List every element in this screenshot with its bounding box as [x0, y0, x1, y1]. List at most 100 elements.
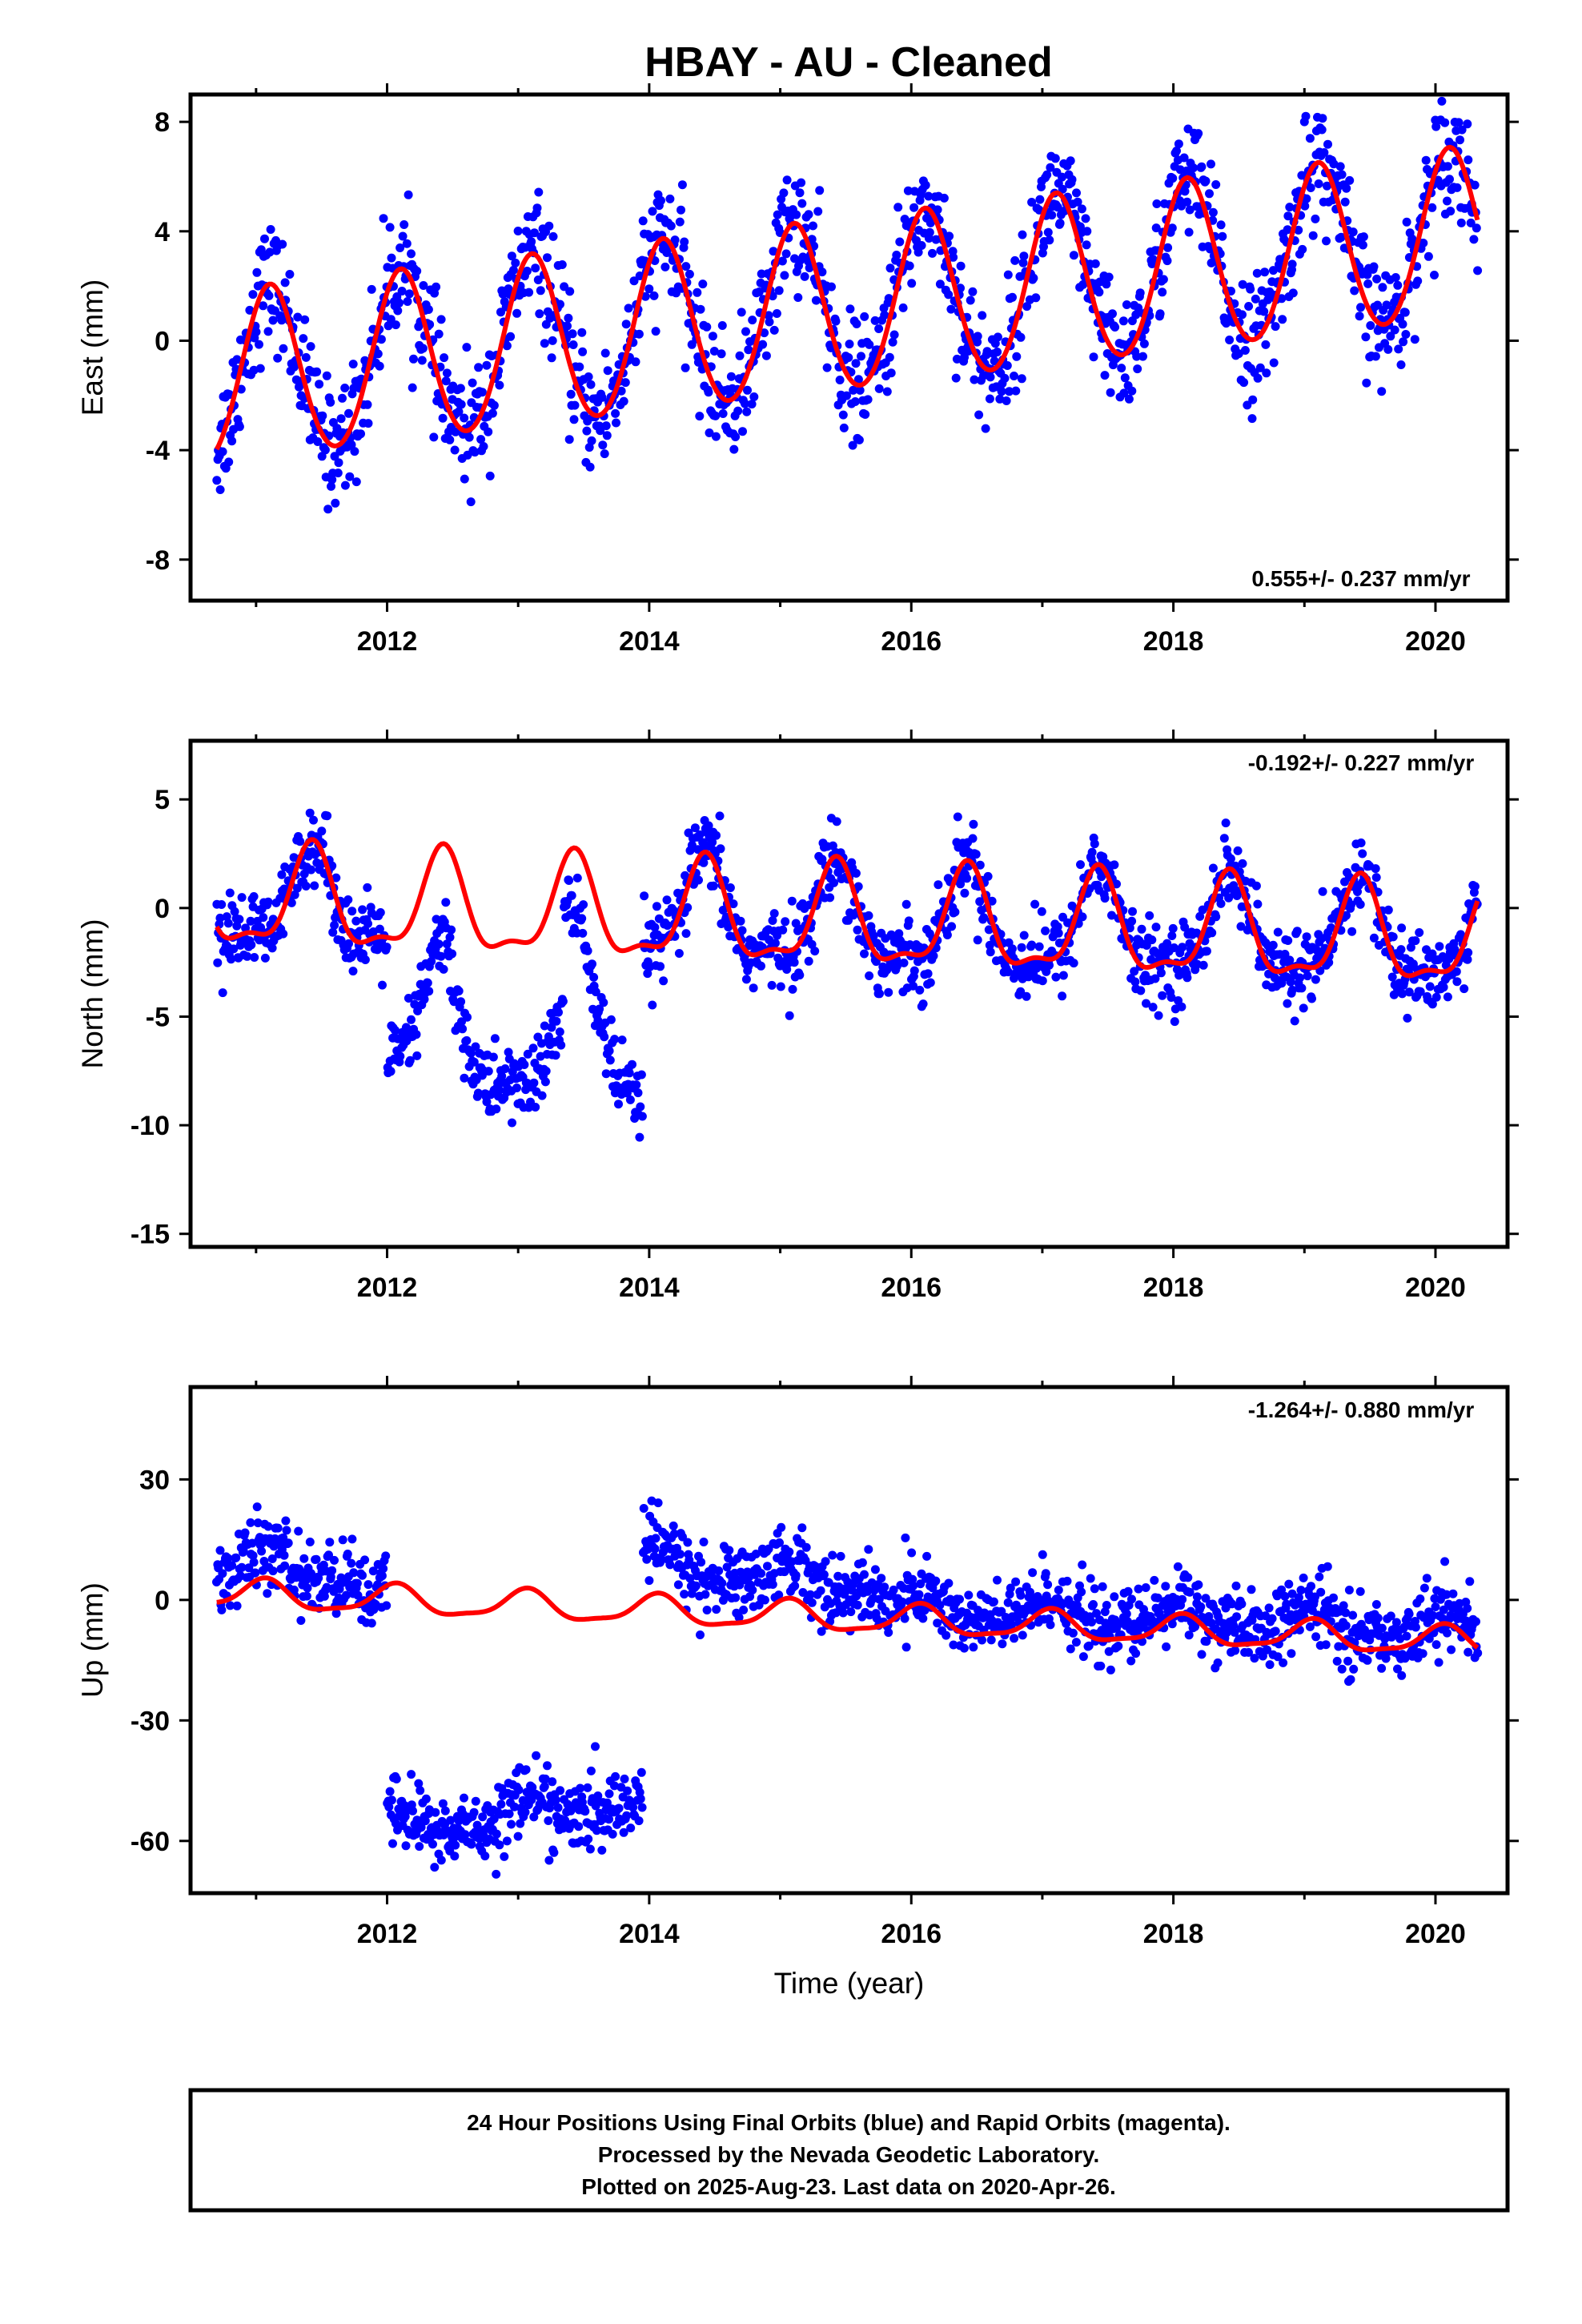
- data-point: [293, 312, 303, 322]
- data-point: [1299, 1003, 1308, 1013]
- data-point: [1258, 1651, 1267, 1661]
- data-point: [635, 271, 644, 280]
- data-point: [226, 1601, 235, 1610]
- data-point: [1348, 227, 1358, 237]
- data-point: [1191, 1622, 1200, 1631]
- data-point: [382, 943, 391, 952]
- data-point: [1391, 1618, 1401, 1627]
- data-point: [247, 940, 256, 950]
- data-point: [819, 1570, 829, 1579]
- data-point: [1130, 967, 1139, 976]
- data-point: [278, 239, 287, 249]
- data-point: [495, 1085, 504, 1095]
- data-point: [267, 943, 277, 953]
- data-point: [502, 341, 512, 351]
- data-point: [851, 869, 861, 878]
- data-point: [1391, 273, 1400, 282]
- data-point: [663, 921, 673, 931]
- data-point: [898, 303, 908, 312]
- data-point: [1238, 858, 1247, 868]
- data-point: [772, 309, 781, 318]
- data-point: [265, 247, 275, 257]
- data-point: [1250, 1654, 1259, 1663]
- data-point: [1464, 155, 1473, 165]
- footer-frame: [188, 2088, 1510, 2213]
- data-point: [344, 939, 353, 948]
- data-point: [580, 1807, 590, 1816]
- data-point: [1372, 274, 1382, 283]
- data-point: [777, 256, 787, 266]
- data-point: [1324, 958, 1334, 967]
- data-point: [695, 412, 705, 421]
- data-point: [280, 278, 290, 287]
- data-point: [340, 384, 350, 392]
- data-point: [1018, 1630, 1027, 1640]
- data-point: [331, 873, 341, 883]
- data-point: [574, 1822, 584, 1831]
- data-point: [612, 418, 620, 428]
- data-point: [801, 1542, 811, 1552]
- data-point: [1302, 932, 1311, 942]
- data-point: [488, 1052, 498, 1062]
- x-tick-label: 2016: [881, 1273, 942, 1303]
- data-point: [774, 286, 784, 296]
- data-point: [1346, 1675, 1355, 1684]
- y-tick-label: 0: [155, 894, 170, 924]
- data-point: [907, 279, 917, 288]
- data-point: [513, 227, 523, 235]
- data-point: [462, 343, 472, 352]
- data-point: [305, 808, 315, 818]
- data-point: [744, 345, 753, 355]
- data-point: [899, 958, 909, 967]
- data-point: [318, 411, 327, 420]
- data-point: [1283, 999, 1292, 1008]
- data-point: [1243, 400, 1252, 410]
- data-point: [310, 881, 319, 891]
- data-point: [1442, 1590, 1452, 1599]
- data-point: [482, 1097, 492, 1107]
- data-point: [1279, 1658, 1288, 1667]
- data-point: [454, 407, 464, 416]
- data-point: [793, 293, 803, 302]
- data-point: [255, 364, 265, 373]
- rate-annotation: 0.555+/- 0.237 mm/yr: [1251, 566, 1470, 591]
- data-point: [1167, 223, 1177, 233]
- data-point: [414, 1779, 424, 1788]
- data-point: [507, 251, 516, 261]
- data-point: [782, 175, 792, 185]
- data-point: [1339, 1601, 1348, 1610]
- data-point: [568, 340, 578, 349]
- data-point: [857, 352, 865, 361]
- data-point: [619, 396, 628, 406]
- data-point: [807, 1598, 817, 1607]
- data-point: [1340, 197, 1350, 207]
- data-point: [1010, 372, 1018, 380]
- data-point: [735, 1580, 745, 1590]
- data-point: [1443, 162, 1452, 171]
- data-point: [213, 958, 223, 967]
- data-point: [1003, 967, 1013, 977]
- data-point: [438, 413, 448, 423]
- data-point: [1440, 1557, 1450, 1566]
- data-point: [1041, 926, 1050, 935]
- data-point: [620, 378, 630, 388]
- data-point: [731, 1593, 741, 1602]
- data-point: [215, 913, 225, 923]
- data-point: [934, 880, 943, 890]
- data-point: [944, 290, 954, 300]
- data-point: [1089, 352, 1098, 362]
- data-point: [556, 1040, 566, 1050]
- data-point: [846, 1607, 856, 1617]
- data-point: [215, 485, 225, 494]
- data-point: [648, 1000, 657, 1010]
- data-point: [1311, 1632, 1321, 1642]
- data-point: [1069, 251, 1078, 260]
- data-point: [1285, 203, 1295, 212]
- data-point: [415, 1842, 424, 1852]
- data-point: [1425, 982, 1435, 991]
- data-point: [1108, 309, 1117, 319]
- data-point: [568, 329, 577, 339]
- data-point: [591, 1742, 600, 1751]
- x-tick-label: 2020: [1405, 626, 1466, 657]
- data-point: [1106, 388, 1115, 397]
